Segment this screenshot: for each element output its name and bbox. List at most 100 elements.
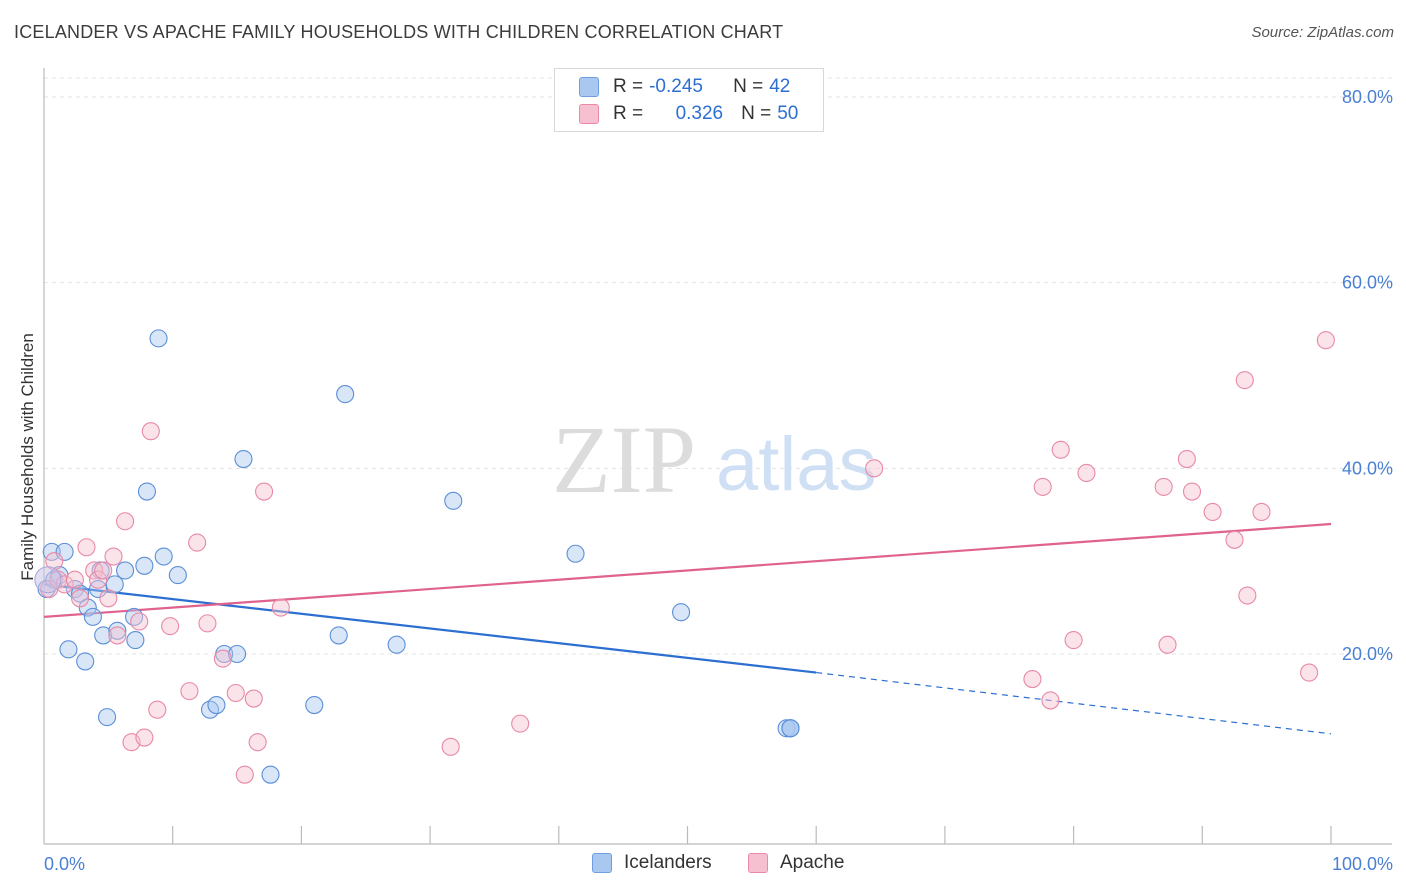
watermark-atlas: atlas — [716, 422, 877, 507]
data-point-apache — [1182, 482, 1202, 501]
watermark-zip: ZIP — [552, 406, 696, 513]
data-point-apache — [1238, 586, 1257, 605]
data-point-apache — [130, 612, 149, 631]
chart-title: ICELANDER VS APACHE FAMILY HOUSEHOLDS WI… — [14, 22, 784, 42]
data-point-icelanders — [781, 719, 800, 738]
data-point-icelanders — [228, 644, 247, 664]
data-point-apache — [198, 614, 217, 633]
series-legend: Icelanders Apache — [0, 852, 1406, 878]
data-point-icelanders — [137, 482, 157, 501]
data-point-icelanders — [168, 566, 187, 585]
data-point-apache — [1235, 371, 1254, 390]
trend-line-icelanders — [43, 583, 817, 674]
data-point-icelanders — [207, 696, 226, 715]
legend-label: Apache — [780, 852, 845, 873]
data-point-apache — [511, 714, 530, 733]
data-point-apache — [1041, 691, 1060, 710]
pink-swatch — [748, 853, 768, 873]
data-point-icelanders — [566, 544, 585, 563]
legend-item-apache: Apache — [748, 852, 844, 874]
data-point-apache — [271, 598, 290, 617]
n-label: N = — [733, 76, 764, 97]
data-point-apache — [1064, 631, 1083, 650]
source-credit: Source: ZipAtlas.com — [1251, 24, 1394, 41]
data-point-icelanders — [672, 603, 691, 622]
trend-line-apache — [43, 522, 1332, 618]
data-point-apache — [1225, 530, 1244, 549]
data-point-icelanders — [234, 449, 253, 469]
data-point-icelanders — [83, 607, 102, 626]
data-point-apache — [865, 459, 884, 478]
data-point-apache — [235, 765, 254, 784]
r-label: R = — [613, 103, 644, 124]
r-value: -0.245 — [649, 76, 703, 97]
n-label: N = — [741, 103, 772, 124]
data-point-icelanders — [200, 700, 220, 719]
data-point-apache — [1300, 663, 1319, 682]
blue-swatch — [592, 853, 612, 873]
y-tick-label: 60.0% — [1342, 273, 1393, 293]
y-axis-label: Family Households with Children — [18, 333, 37, 581]
axis-labels: 80.0% 60.0% 40.0% 20.0% 0.0% 100.0% Family Hou… — [18, 87, 1393, 874]
data-point-icelanders — [59, 640, 78, 659]
y-tick-label: 20.0% — [1342, 644, 1393, 664]
data-point-apache — [161, 617, 180, 636]
axes — [43, 68, 1392, 845]
data-point-apache — [89, 570, 108, 589]
data-point-apache — [248, 733, 267, 752]
r-value: 0.326 — [675, 103, 724, 124]
n-value: 50 — [777, 103, 799, 124]
legend-row-apache: R = 0.326 N = 50 — [579, 101, 798, 127]
data-point-apache — [188, 533, 207, 552]
data-point-icelanders — [387, 635, 406, 654]
y-tick-label: 40.0% — [1342, 458, 1393, 478]
data-point-icelanders — [444, 491, 463, 510]
data-point-apache — [108, 626, 127, 645]
legend-row-icelanders: R = -0.245 N = 42 — [579, 74, 790, 100]
data-point-icelanders — [305, 696, 324, 715]
data-point-apache — [1158, 635, 1177, 654]
data-point-apache — [1033, 477, 1052, 496]
data-point-apache — [135, 728, 154, 747]
data-point-icelanders — [261, 765, 280, 784]
data-point-apache — [104, 547, 123, 566]
r-label: R = — [613, 76, 644, 97]
data-point-apache — [141, 422, 160, 441]
data-point-cluster — [34, 566, 62, 594]
x-tick-label: 0.0% — [44, 854, 85, 874]
data-point-apache — [1316, 331, 1335, 350]
correlation-legend: R = -0.245 N = 42 R = 0.326 N = 50 — [554, 68, 824, 132]
data-point-apache — [226, 683, 245, 703]
data-point-icelanders — [135, 556, 154, 575]
legend-label: Icelanders — [624, 852, 712, 873]
data-point-icelanders — [78, 598, 97, 617]
data-point-apache — [180, 682, 199, 701]
x-tick-label: 100.0% — [1332, 854, 1393, 874]
data-point-apache — [213, 649, 232, 668]
data-point-apache — [1203, 502, 1222, 522]
data-point-apache — [255, 482, 274, 501]
data-point-icelanders — [89, 579, 108, 599]
data-point-icelanders — [55, 542, 74, 561]
data-point-icelanders — [336, 385, 355, 404]
data-point-apache — [441, 737, 460, 756]
data-point-icelanders — [98, 708, 117, 727]
data-point-icelanders — [76, 652, 95, 671]
data-point-apache — [1177, 449, 1196, 469]
pink-swatch — [579, 104, 599, 124]
data-point-apache — [1154, 477, 1173, 496]
data-point-icelanders — [126, 631, 145, 650]
data-point-apache — [99, 589, 118, 608]
data-point-apache — [244, 689, 263, 708]
data-point-apache — [1252, 502, 1271, 522]
data-point-apache — [65, 570, 84, 589]
data-point-icelanders — [149, 329, 168, 348]
watermark: ZIP atlas — [552, 406, 877, 513]
data-point-icelanders — [154, 547, 173, 566]
data-point-apache — [1023, 670, 1042, 689]
data-point-icelanders — [70, 584, 90, 603]
data-point-apache — [77, 538, 96, 557]
blue-swatch — [579, 77, 599, 97]
n-value: 42 — [769, 76, 791, 97]
